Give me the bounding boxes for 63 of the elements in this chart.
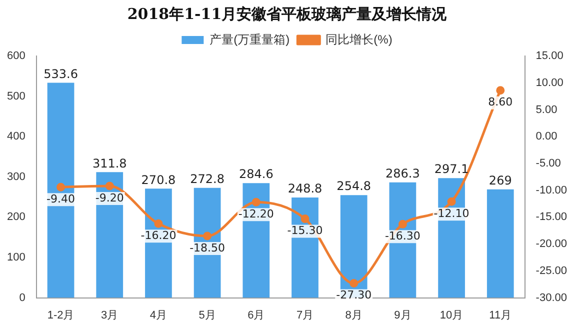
- y-tick-label: 300: [6, 170, 26, 183]
- data-label: -12.20: [238, 208, 274, 221]
- x-tick-label: 10月: [440, 309, 464, 322]
- data-label: -12.10: [434, 206, 470, 220]
- bar: [47, 82, 74, 298]
- point: [496, 86, 505, 95]
- data-label: 272.8: [190, 172, 224, 186]
- data-label: -9.40: [46, 192, 76, 206]
- data-label: -9.20: [95, 191, 124, 204]
- legend-label: 同比增长(%): [326, 32, 392, 46]
- data-label: 8.60: [488, 96, 513, 109]
- data-label: 270.8: [141, 172, 176, 187]
- y-tick-label: 600: [6, 50, 26, 62]
- x-tick-label: 6月: [248, 309, 265, 322]
- data-label: 248.8: [288, 182, 322, 196]
- x-tick-label: 8月: [345, 309, 362, 322]
- x-tick-label: 7月: [296, 309, 314, 322]
- data-label: -27.30: [336, 288, 372, 302]
- data-label: 297.1: [434, 162, 469, 176]
- data-label: -16.30: [384, 230, 420, 243]
- y2-tick-label: 0.00: [536, 130, 558, 143]
- point: [447, 197, 456, 206]
- point: [252, 198, 260, 206]
- data-label: -16.20: [140, 229, 176, 242]
- y2-tick-label: 5.00: [536, 104, 558, 116]
- y2-tick-label: -25.00: [536, 264, 568, 277]
- y-tick-label: 0: [19, 292, 26, 304]
- y-tick-label: 200: [6, 211, 26, 224]
- point: [300, 214, 310, 224]
- data-label: -18.50: [190, 241, 226, 254]
- point: [105, 182, 114, 190]
- x-tick-label: 9月: [394, 309, 412, 322]
- y2-tick-label: 15.00: [536, 50, 564, 62]
- y2-tick-label: -20.00: [536, 238, 568, 250]
- data-label: 254.8: [336, 179, 372, 194]
- data-label: 311.8: [92, 156, 127, 170]
- point: [203, 232, 212, 240]
- chart-title: 2018年1-11月安徽省平板玻璃产量及增长情况: [127, 4, 448, 23]
- x-tick-label: 1-2月: [47, 309, 74, 322]
- x-tick-label: 5月: [198, 309, 216, 322]
- legend-label: 产量(万重量箱): [210, 32, 290, 46]
- y2-tick-label: -15.00: [536, 211, 568, 224]
- data-label: 269: [488, 174, 512, 188]
- y2-tick-label: 10.00: [536, 76, 564, 89]
- data-label: -15.30: [287, 224, 323, 238]
- data-label: 533.6: [44, 66, 78, 81]
- point: [154, 219, 163, 228]
- y2-tick-label: -30.00: [536, 292, 568, 304]
- y2-tick-label: -5.00: [536, 158, 561, 170]
- bar: [486, 189, 514, 298]
- point: [56, 182, 66, 192]
- data-label: 286.3: [386, 166, 420, 181]
- x-tick-label: 11月: [489, 309, 512, 322]
- data-label: 284.6: [238, 167, 274, 182]
- x-tick-label: 4月: [150, 309, 168, 322]
- point: [350, 279, 358, 288]
- x-tick-label: 3月: [101, 309, 118, 322]
- y-tick-label: 400: [6, 130, 26, 143]
- y-tick-label: 500: [6, 90, 26, 102]
- point: [398, 220, 407, 228]
- bar: [96, 172, 124, 298]
- y2-tick-label: -10.00: [536, 184, 568, 196]
- y-tick-label: 100: [6, 252, 26, 264]
